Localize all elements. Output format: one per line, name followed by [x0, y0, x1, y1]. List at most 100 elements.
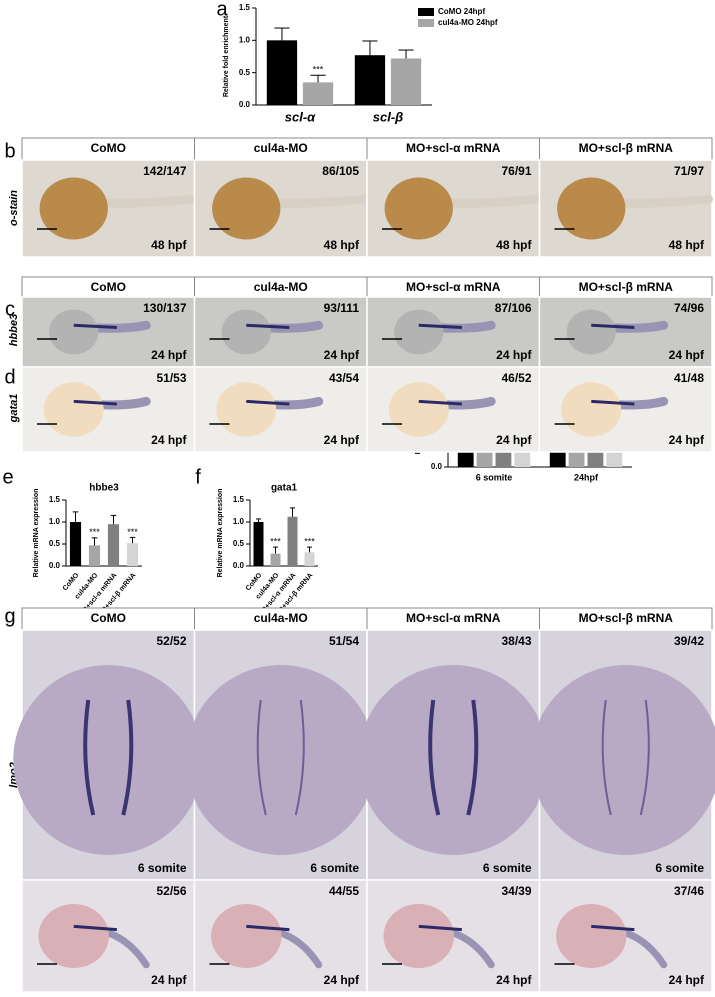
error-bar — [362, 40, 378, 56]
bar — [270, 553, 281, 566]
significance: *** — [127, 527, 138, 537]
y-tick-label: 0.0 — [233, 561, 245, 570]
embryo — [39, 177, 108, 240]
significance: *** — [304, 536, 315, 546]
error-bar — [273, 546, 278, 554]
error-bar — [129, 536, 136, 544]
column-header: cul4a-MO — [254, 611, 308, 625]
chart-title: gata1 — [271, 483, 298, 494]
stain — [418, 323, 462, 330]
embryo — [216, 382, 277, 437]
error-bar — [91, 537, 98, 546]
column-header: CoMO — [91, 141, 126, 155]
count: 44/55 — [329, 884, 359, 898]
y-tick-label: 1.0 — [49, 517, 61, 526]
stage: 24 hpf — [496, 433, 532, 447]
y-tick-label: 0.0 — [49, 561, 61, 570]
embryo — [212, 177, 281, 240]
y-axis-label: Relative mRNA expression — [217, 489, 224, 578]
column-header: MO+scl-α mRNA — [406, 611, 501, 625]
count: 76/91 — [501, 164, 531, 178]
stain — [73, 924, 117, 932]
column-header: MO+scl-β mRNA — [579, 280, 674, 294]
embryo — [384, 177, 453, 240]
stain — [73, 399, 117, 406]
row-label: o-stain — [8, 190, 20, 226]
embryo — [556, 904, 627, 968]
legend-label: cul4a-MO 24hpf — [438, 18, 498, 27]
bar — [606, 451, 623, 467]
count: 87/106 — [495, 301, 532, 315]
embryo — [211, 904, 282, 968]
count: 52/56 — [156, 884, 186, 898]
embryo — [383, 904, 454, 968]
embryo — [566, 309, 616, 355]
row-label: hbbe3 — [8, 314, 20, 346]
stage: 48 hpf — [151, 238, 187, 252]
error-bar — [274, 27, 290, 41]
column-header: CoMO — [91, 280, 126, 294]
stain — [418, 399, 462, 406]
x-tick-label: scl-α — [285, 109, 316, 124]
embryo — [358, 665, 549, 855]
embryo — [221, 309, 271, 355]
y-tick-label: 1.0 — [239, 35, 251, 44]
legend-swatch — [418, 8, 434, 16]
count: 51/53 — [156, 371, 186, 385]
count: 142/147 — [143, 164, 187, 178]
panel-label: g — [4, 605, 15, 627]
column-header: CoMO — [91, 611, 126, 625]
y-tick-label: 1.5 — [239, 3, 251, 12]
count: 39/42 — [674, 634, 704, 648]
x-tick-label: 6 somite — [476, 472, 513, 482]
embryo — [43, 382, 104, 437]
count: 43/54 — [329, 371, 359, 385]
column-header: cul4a-MO — [254, 141, 308, 155]
y-axis-label: Relative mRNA expression — [33, 489, 40, 578]
bar — [266, 40, 298, 106]
stage: 24 hpf — [496, 973, 532, 987]
legend-label: CoMO 24hpf — [438, 7, 485, 16]
bar — [126, 543, 139, 566]
count: 74/96 — [674, 301, 704, 315]
count: 71/97 — [674, 164, 704, 178]
embryo — [13, 665, 204, 855]
stage: 24 hpf — [151, 433, 187, 447]
legend-swatch — [418, 19, 434, 27]
y-tick-label: 0.5 — [233, 539, 245, 548]
bar — [354, 55, 386, 105]
stain — [256, 699, 305, 816]
panel-label: f — [195, 466, 201, 488]
chart-title: hbbe3 — [89, 483, 119, 494]
embryo — [557, 177, 626, 240]
bar — [302, 82, 334, 105]
significance: *** — [313, 65, 324, 75]
stage: 6 somite — [138, 861, 187, 875]
embryo — [530, 665, 715, 855]
bar — [304, 552, 315, 566]
count: 41/48 — [674, 371, 704, 385]
panel-label: c — [5, 298, 15, 320]
y-tick-label: 1.0 — [233, 517, 245, 526]
error-bar — [290, 507, 295, 517]
count: 93/111 — [324, 301, 360, 315]
bar — [88, 545, 101, 566]
y-axis-label: Relative fold enrichment — [223, 15, 230, 97]
error-bar — [110, 514, 117, 525]
y-tick-label: 0.5 — [239, 68, 251, 77]
embryo — [394, 309, 444, 355]
stain — [246, 399, 290, 406]
stage: 24 hpf — [151, 348, 187, 362]
column-header: MO+scl-β mRNA — [579, 611, 674, 625]
error-bar — [398, 49, 414, 59]
count: 34/39 — [501, 884, 531, 898]
column-header: cul4a-MO — [254, 280, 308, 294]
bar — [253, 522, 264, 566]
embryo — [388, 382, 449, 437]
stain — [591, 323, 635, 330]
stain — [601, 699, 650, 816]
significance: *** — [89, 527, 100, 537]
panel-label: d — [4, 366, 15, 388]
bar — [568, 450, 585, 467]
bar — [107, 524, 120, 566]
